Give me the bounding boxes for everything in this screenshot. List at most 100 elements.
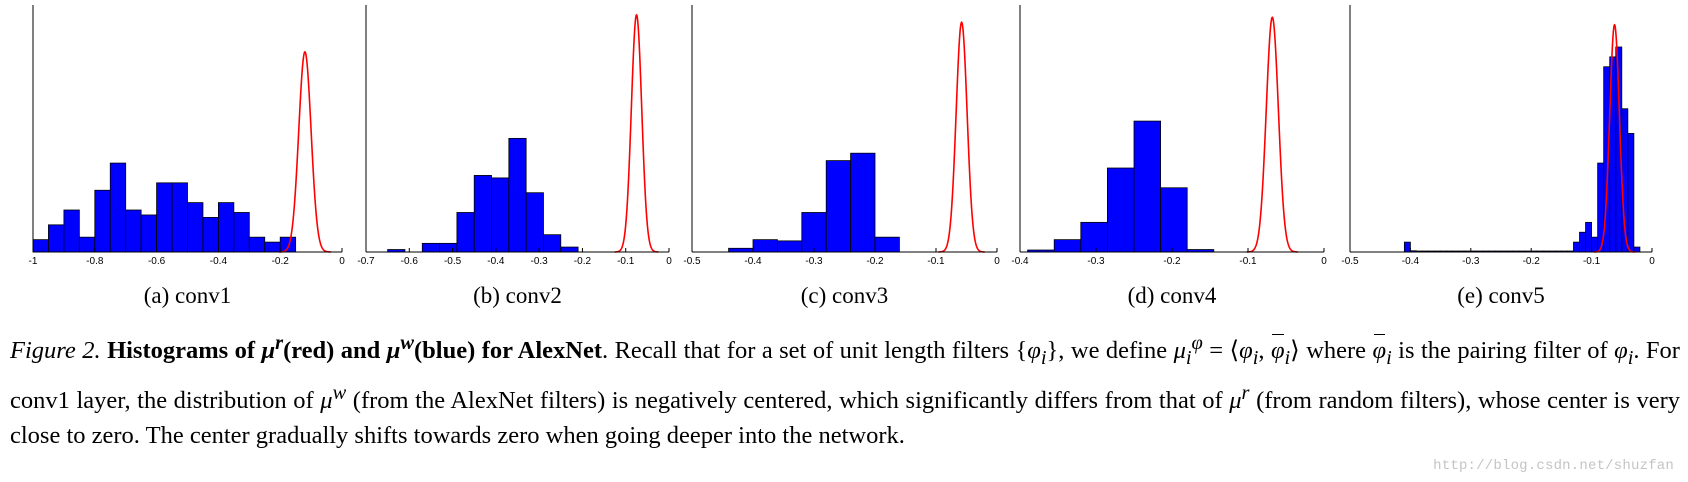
x-tick-label: -0.3 xyxy=(1087,256,1105,267)
histogram-bar xyxy=(1053,239,1082,253)
subfigure-label: (c) conv3 xyxy=(801,283,889,308)
histogram-bar xyxy=(248,236,266,253)
histogram-bar xyxy=(1573,241,1580,253)
figure-label: Figure 2. xyxy=(10,337,101,365)
histogram-bar xyxy=(825,160,852,253)
x-tick-label: 0 xyxy=(339,256,345,267)
histogram-bar xyxy=(525,192,544,253)
x-tick-label: -0.4 xyxy=(744,256,762,267)
x-tick-label: -0.1 xyxy=(927,256,945,267)
x-tick-label: -0.4 xyxy=(487,256,505,267)
x-tick-label: -0.4 xyxy=(210,256,228,267)
x-tick-label: -0.2 xyxy=(272,256,290,267)
x-tick-label: -0.7 xyxy=(357,256,375,267)
x-tick-label: -0.2 xyxy=(866,256,884,267)
histogram-bar xyxy=(217,202,235,253)
histogram-bar xyxy=(140,214,157,253)
caption-text-2: where xyxy=(1306,337,1373,365)
histogram-bar xyxy=(1160,187,1188,253)
caption-text-1: . Recall that for a set of unit length f… xyxy=(602,337,1016,365)
caption-title: Histograms of μr(red) and μw(blue) for A… xyxy=(107,332,603,365)
panel-2: -0.7 -0.6 -0.5 -0.4 -0.3 -0.2 -0.1 0 (b) conv2 xyxy=(357,5,672,308)
histogram-bar xyxy=(125,209,142,253)
histogram-bar xyxy=(1080,221,1108,253)
histogram-bar xyxy=(850,152,876,253)
histogram-bar xyxy=(728,247,754,253)
histogram-bar xyxy=(1579,231,1586,253)
histogram-bar xyxy=(752,239,778,253)
histogram-bar xyxy=(1403,241,1411,253)
x-tick-label: 0 xyxy=(1649,256,1655,267)
random-filter-curve xyxy=(1594,23,1635,253)
x-tick-label: -0.8 xyxy=(86,256,104,267)
histogram-bar xyxy=(156,182,173,253)
random-filter-curve xyxy=(614,13,659,253)
histogram-bar xyxy=(264,241,281,253)
histogram-bar xyxy=(1627,133,1635,253)
panel-4: -0.4 -0.3 -0.2 -0.1 0 (d) conv4 xyxy=(1011,5,1327,308)
caption-text-3: significantly differs from that of xyxy=(905,387,1230,415)
x-tick-label: -0.5 xyxy=(1341,256,1359,267)
histogram-bar xyxy=(94,189,111,253)
histogram-bar xyxy=(491,177,510,253)
histogram-bar xyxy=(543,234,562,253)
caption-text-4: when going deeper into the network. xyxy=(545,422,905,450)
caption-text-1b: , we define xyxy=(1058,337,1174,365)
subfigure-label: (e) conv5 xyxy=(1457,283,1545,308)
panel-5: -0.5 -0.4 -0.3 -0.2 -0.1 0 (e) conv5 xyxy=(1341,5,1655,308)
watermark: http://blog.csdn.net/shuzfan xyxy=(1433,458,1674,474)
histogram-bar xyxy=(233,212,250,253)
x-tick-label: -0.6 xyxy=(401,256,419,267)
random-filter-curve xyxy=(1246,16,1298,253)
histogram-bar xyxy=(421,242,440,253)
random-filter-curve xyxy=(278,50,331,253)
histogram-bar xyxy=(171,182,188,253)
subfigure-label: (b) conv2 xyxy=(473,283,562,308)
x-tick-label: -1 xyxy=(29,256,38,267)
x-tick-label: -0.3 xyxy=(805,256,823,267)
x-tick-label: -0.5 xyxy=(444,256,462,267)
x-tick-label: -0.4 xyxy=(1011,256,1029,267)
histogram-bar xyxy=(456,212,475,253)
histogram-bar xyxy=(63,209,80,253)
histogram-bar xyxy=(187,202,204,253)
x-tick-label: -0.3 xyxy=(1462,256,1480,267)
histogram-bar xyxy=(1591,236,1599,253)
x-tick-label: -0.5 xyxy=(683,256,701,267)
x-tick-label: -0.2 xyxy=(1163,256,1181,267)
histogram-bar xyxy=(508,137,527,253)
histogram-bar xyxy=(874,236,900,253)
panel-3: -0.5 -0.4 -0.3 -0.2 -0.1 0 (c) conv3 xyxy=(683,5,1000,308)
histogram-bar xyxy=(560,246,579,253)
subfigure-label: (d) conv4 xyxy=(1128,283,1217,308)
x-tick-label: -0.2 xyxy=(1523,256,1541,267)
histogram-bar xyxy=(801,212,827,253)
x-tick-label: -0.6 xyxy=(148,256,166,267)
x-tick-label: -0.4 xyxy=(1402,256,1420,267)
random-filter-curve xyxy=(938,21,985,253)
x-tick-label: -0.1 xyxy=(617,256,635,267)
x-tick-label: -0.2 xyxy=(574,256,592,267)
x-tick-label: 0 xyxy=(1321,256,1327,267)
subfigure-label: (a) conv1 xyxy=(144,283,232,308)
histogram-bar xyxy=(777,240,803,253)
histogram-bar xyxy=(78,236,96,253)
x-tick-label: -0.1 xyxy=(1239,256,1257,267)
panel-1: -1 -0.8 -0.6 -0.4 -0.2 0 (a) conv1 xyxy=(29,5,345,308)
x-tick-label: -0.1 xyxy=(1583,256,1601,267)
histogram-bar xyxy=(32,239,49,253)
histogram-bar xyxy=(109,162,127,253)
histogram-panels: -1 -0.8 -0.6 -0.4 -0.2 0 (a) conv1 -0.7 -0.6 -0.5… xyxy=(29,5,1655,308)
histogram-bar xyxy=(279,236,297,253)
figure-caption: Figure 2. Histograms of μr(red) and μw(b… xyxy=(10,332,1680,450)
histogram-bar xyxy=(202,217,219,253)
histogram-bar xyxy=(1133,120,1162,253)
histogram-bar xyxy=(439,242,458,253)
x-tick-label: 0 xyxy=(994,256,1000,267)
x-tick-label: -0.3 xyxy=(531,256,549,267)
histogram-bar xyxy=(1107,167,1135,253)
histogram-bar xyxy=(48,224,65,253)
histogram-bar xyxy=(1585,221,1593,253)
x-tick-label: 0 xyxy=(666,256,672,267)
histogram-bar xyxy=(473,175,492,253)
